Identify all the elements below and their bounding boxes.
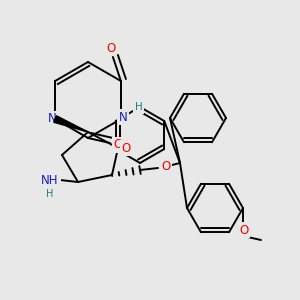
Polygon shape [54,116,88,132]
Text: O: O [106,41,116,55]
Text: N: N [48,112,56,125]
Text: NH: NH [41,173,59,187]
Text: O: O [113,139,123,152]
Text: O: O [122,142,130,154]
Text: H: H [46,189,54,199]
Text: O: O [239,224,249,236]
Text: H: H [135,102,143,112]
Text: O: O [161,160,171,172]
Text: N: N [118,110,127,124]
